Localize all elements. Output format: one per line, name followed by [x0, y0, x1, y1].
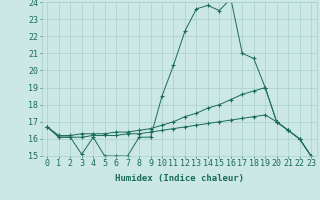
X-axis label: Humidex (Indice chaleur): Humidex (Indice chaleur) — [115, 174, 244, 183]
